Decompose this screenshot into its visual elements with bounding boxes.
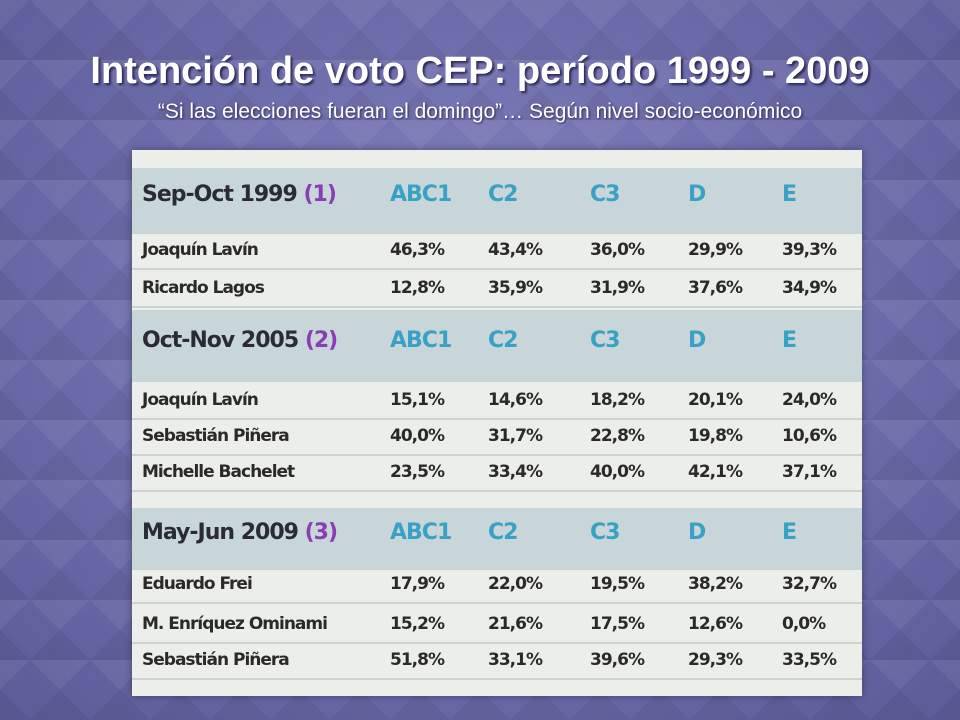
slide-subtitle: “Si las elecciones fueran el domingo”… S…: [157, 100, 803, 123]
vote-percentage: 18,2%: [590, 390, 645, 410]
candidate-name: Joaquín Lavín: [142, 390, 259, 410]
row-divider: [132, 602, 862, 604]
column-header: C2: [488, 520, 518, 545]
vote-percentage: 40,0%: [590, 462, 645, 482]
vote-percentage: 20,1%: [688, 390, 743, 410]
column-header: E: [782, 328, 797, 353]
slide-title: Intención de voto CEP: período 1999 - 20…: [90, 50, 870, 92]
vote-percentage: 39,3%: [782, 240, 837, 260]
vote-percentage: 43,4%: [488, 240, 543, 260]
vote-percentage: 22,8%: [590, 426, 645, 446]
vote-percentage: 38,2%: [688, 574, 743, 594]
vote-percentage: 17,5%: [590, 614, 645, 634]
column-header: C3: [590, 328, 620, 353]
vote-percentage: 23,5%: [390, 462, 445, 482]
column-header: C2: [488, 182, 518, 207]
column-header: D: [688, 520, 706, 545]
column-header: C3: [590, 182, 620, 207]
vote-percentage: 17,9%: [390, 574, 445, 594]
candidate-name: Michelle Bachelet: [142, 462, 295, 482]
section-header: [132, 168, 862, 234]
row-divider: [132, 418, 862, 420]
vote-percentage: 37,6%: [688, 278, 743, 298]
column-header: C2: [488, 328, 518, 353]
row-divider: [132, 490, 862, 492]
vote-percentage: 0,0%: [782, 614, 826, 634]
row-divider: [132, 642, 862, 644]
column-header: ABC1: [390, 182, 452, 207]
vote-percentage: 21,6%: [488, 614, 543, 634]
column-header: E: [782, 520, 797, 545]
column-header: ABC1: [390, 520, 452, 545]
vote-percentage: 33,5%: [782, 650, 837, 670]
candidate-name: Sebastián Piñera: [142, 650, 290, 670]
vote-percentage: 31,7%: [488, 426, 543, 446]
section-header: [132, 508, 862, 570]
vote-percentage: 34,9%: [782, 278, 837, 298]
vote-percentage: 46,3%: [390, 240, 445, 260]
row-divider: [132, 306, 862, 308]
section-period: May-Jun 2009 (3): [142, 520, 338, 545]
section-header: [132, 310, 862, 382]
vote-percentage: 33,1%: [488, 650, 543, 670]
row-divider: [132, 678, 862, 680]
vote-percentage: 15,2%: [390, 614, 445, 634]
column-header: C3: [590, 520, 620, 545]
vote-percentage: 40,0%: [390, 426, 445, 446]
vote-percentage: 19,5%: [590, 574, 645, 594]
vote-percentage: 42,1%: [688, 462, 743, 482]
vote-percentage: 12,6%: [688, 614, 743, 634]
vote-percentage: 31,9%: [590, 278, 645, 298]
vote-percentage: 32,7%: [782, 574, 837, 594]
poll-table-photo: Sep-Oct 1999 (1) ABC1 C2 C3 D E Joaquín Lavín 4…: [132, 150, 862, 696]
vote-percentage: 35,9%: [488, 278, 543, 298]
vote-percentage: 15,1%: [390, 390, 445, 410]
vote-percentage: 12,8%: [390, 278, 445, 298]
candidate-name: M. Enríquez Ominami: [142, 614, 328, 634]
vote-percentage: 10,6%: [782, 426, 837, 446]
row-divider: [132, 268, 862, 270]
section-reference: (1): [303, 182, 336, 207]
vote-percentage: 19,8%: [688, 426, 743, 446]
vote-percentage: 51,8%: [390, 650, 445, 670]
vote-percentage: 14,6%: [488, 390, 543, 410]
row-divider: [132, 454, 862, 456]
section-reference: (2): [304, 328, 338, 353]
vote-percentage: 29,3%: [688, 650, 743, 670]
section-period: Oct-Nov 2005 (2): [142, 328, 338, 353]
vote-percentage: 37,1%: [782, 462, 837, 482]
column-header: ABC1: [390, 328, 452, 353]
column-header: D: [688, 328, 706, 353]
candidate-name: Joaquín Lavín: [142, 240, 259, 260]
vote-percentage: 36,0%: [590, 240, 645, 260]
candidate-name: Eduardo Frei: [142, 574, 253, 594]
candidate-name: Sebastián Piñera: [142, 426, 290, 446]
vote-percentage: 22,0%: [488, 574, 543, 594]
vote-percentage: 29,9%: [688, 240, 743, 260]
column-header: E: [782, 182, 797, 207]
vote-percentage: 39,6%: [590, 650, 645, 670]
section-reference: (3): [304, 520, 338, 545]
vote-percentage: 33,4%: [488, 462, 543, 482]
column-header: D: [688, 182, 706, 207]
candidate-name: Ricardo Lagos: [142, 278, 265, 298]
section-period: Sep-Oct 1999 (1): [142, 182, 337, 207]
vote-percentage: 24,0%: [782, 390, 837, 410]
